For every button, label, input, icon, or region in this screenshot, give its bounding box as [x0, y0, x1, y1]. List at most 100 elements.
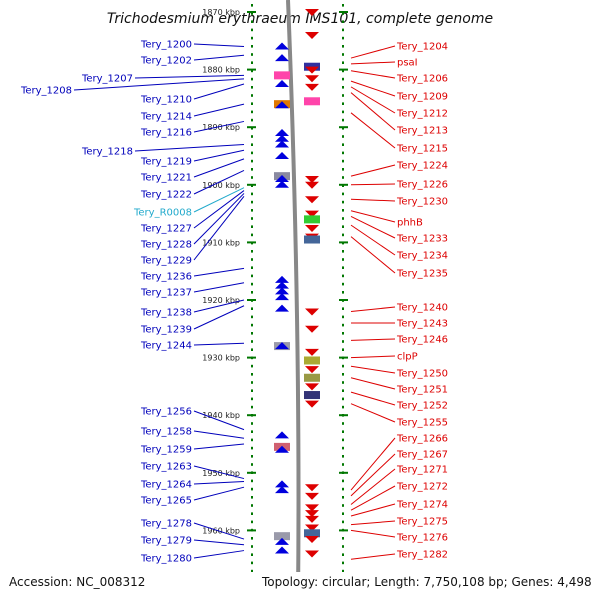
left-gene-label[interactable]: Tery_1265 [140, 496, 192, 507]
scale-dot-right [342, 266, 344, 269]
right-gene-label[interactable]: Tery_1233 [396, 234, 448, 245]
right-gene-label[interactable]: clpP [397, 352, 418, 363]
right-gene-label[interactable]: Tery_1224 [396, 161, 448, 172]
right-gene-label[interactable]: Tery_1255 [396, 418, 448, 429]
right-gene-label[interactable]: Tery_1234 [396, 251, 448, 262]
left-gene-label[interactable]: Tery_R0008 [133, 208, 192, 219]
left-gene-label[interactable]: Tery_1264 [140, 480, 192, 491]
forward-feature-box [274, 71, 290, 80]
right-gene-label[interactable]: Tery_1271 [396, 465, 448, 476]
reverse-feature-arrow [305, 524, 319, 532]
scale-dot-right [342, 397, 344, 401]
right-gene-label[interactable]: Tery_1226 [396, 180, 448, 191]
left-gene-label[interactable]: Tery_1207 [81, 74, 133, 85]
reverse-feature-arrow [305, 308, 319, 316]
left-gene-label[interactable]: Tery_1244 [140, 341, 192, 352]
left-gene-label[interactable]: Tery_1239 [140, 325, 192, 336]
right-gene-label[interactable]: Tery_1272 [396, 482, 448, 493]
right-gene-label[interactable]: Tery_1209 [396, 92, 448, 103]
gene-labels[interactable]: Tery_1200 Tery_1202 Tery_1207 Tery_1208 Tery… [20, 40, 448, 565]
forward-feature-arrow [275, 342, 289, 350]
forward-feature-arrow [275, 546, 289, 554]
scale-label: 1920 kbp [202, 296, 240, 305]
forward-feature-arrow [275, 480, 289, 488]
left-gene-label[interactable]: Tery_1219 [140, 157, 192, 168]
left-gene-label[interactable]: Tery_1221 [140, 173, 192, 184]
scale-dot-left [251, 569, 253, 573]
left-connector [134, 74, 245, 79]
left-connector [193, 190, 245, 229]
forward-feature-arrow [275, 445, 289, 453]
left-gene-label[interactable]: Tery_1256 [140, 407, 192, 418]
right-connector [350, 453, 396, 497]
right-gene-label[interactable]: psaI [397, 58, 418, 69]
scale-dot-right [342, 53, 344, 56]
right-gene-label[interactable]: Tery_1275 [396, 517, 448, 528]
right-gene-label[interactable]: Tery_1250 [396, 369, 448, 380]
right-gene-label[interactable]: Tery_1206 [396, 74, 448, 85]
right-gene-label[interactable]: Tery_1235 [396, 269, 448, 280]
scale-dot-right [342, 110, 344, 114]
right-gene-label[interactable]: Tery_1282 [396, 550, 448, 561]
right-connector [350, 403, 396, 423]
right-gene-label[interactable]: Tery_1230 [396, 197, 448, 208]
scale-dot-left [251, 307, 253, 310]
left-gene-label[interactable]: Tery_1259 [140, 445, 192, 456]
right-gene-label[interactable]: Tery_1213 [396, 126, 448, 137]
right-gene-label[interactable]: Tery_1267 [396, 450, 448, 461]
left-gene-label[interactable]: Tery_1218 [81, 147, 133, 158]
left-gene-label[interactable]: Tery_1229 [140, 256, 192, 267]
scale-dot-left [251, 151, 253, 155]
right-gene-label[interactable]: Tery_1240 [396, 303, 448, 314]
scale-dot-right [342, 561, 344, 565]
right-connector [350, 164, 396, 177]
right-gene-label[interactable]: Tery_1276 [396, 533, 448, 544]
reverse-feature-arrow [305, 181, 319, 189]
scale-dot-right [342, 250, 344, 253]
scale-dot-right [342, 86, 344, 89]
scale-label: 1940 kbp [202, 411, 240, 420]
left-gene-label[interactable]: Tery_1202 [140, 56, 192, 67]
right-gene-label[interactable]: Tery_1251 [396, 385, 448, 396]
left-gene-label[interactable]: Tery_1214 [140, 112, 192, 123]
right-connector [350, 45, 396, 59]
left-gene-label[interactable]: Tery_1279 [140, 536, 192, 547]
right-gene-label[interactable]: Tery_1246 [396, 335, 448, 346]
left-gene-label[interactable]: Tery_1236 [140, 272, 192, 283]
left-connector [193, 539, 245, 546]
left-gene-label[interactable]: Tery_1263 [140, 462, 192, 473]
right-gene-label[interactable]: Tery_1215 [396, 144, 448, 155]
left-gene-label[interactable]: Tery_1237 [140, 288, 192, 299]
label-connectors [73, 43, 396, 560]
right-gene-label[interactable]: Tery_1212 [396, 109, 448, 120]
right-gene-label[interactable]: Tery_1204 [396, 42, 448, 53]
left-connector [193, 196, 245, 261]
scale-dot-left [251, 323, 253, 327]
left-gene-label[interactable]: Tery_1228 [140, 240, 192, 251]
left-gene-label[interactable]: Tery_1208 [20, 86, 72, 97]
scale-dot-right [342, 389, 344, 392]
right-connector [350, 377, 396, 390]
right-gene-label[interactable]: Tery_1243 [396, 319, 448, 330]
scale-dot-right [342, 159, 344, 163]
right-gene-label[interactable]: Tery_1266 [396, 434, 448, 445]
right-gene-label[interactable]: Tery_1252 [396, 401, 448, 412]
right-connector [350, 210, 396, 223]
right-gene-label[interactable]: Tery_1274 [396, 500, 448, 511]
forward-feature-box [274, 532, 290, 541]
left-gene-label[interactable]: Tery_1227 [140, 224, 192, 235]
right-connector [350, 468, 396, 505]
left-connector [193, 83, 245, 100]
scale-dot-left [251, 561, 253, 565]
left-gene-label[interactable]: Tery_1238 [140, 308, 192, 319]
scale-dot-right [342, 479, 344, 483]
left-gene-label[interactable]: Tery_1216 [140, 128, 192, 139]
left-gene-label[interactable]: Tery_1280 [140, 554, 192, 565]
left-gene-label[interactable]: Tery_1258 [140, 427, 192, 438]
left-gene-label[interactable]: Tery_1200 [140, 40, 192, 51]
left-gene-label[interactable]: Tery_1222 [140, 190, 192, 201]
left-gene-label[interactable]: Tery_1210 [140, 95, 192, 106]
left-gene-label[interactable]: Tery_1278 [140, 519, 192, 530]
right-gene-label[interactable]: phhB [397, 218, 423, 229]
